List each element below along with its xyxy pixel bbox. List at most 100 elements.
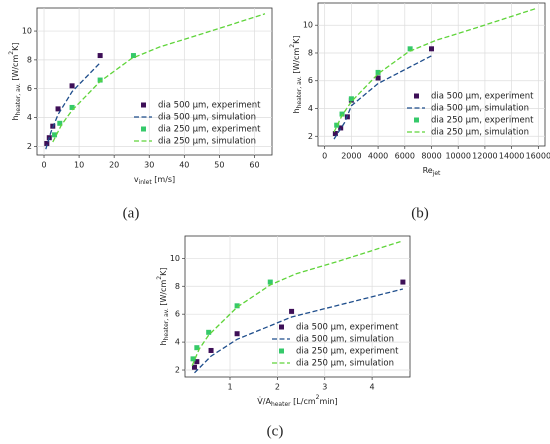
data-point [375, 69, 381, 75]
data-line [333, 7, 536, 133]
data-point [339, 111, 345, 117]
label-part: [m/s] [152, 175, 175, 184]
label-part: [W/cm [292, 48, 301, 77]
legend-marker [414, 117, 419, 123]
label-part: heater [271, 401, 291, 408]
label-part: K] [11, 43, 20, 51]
y-tick-label: 8 [175, 282, 180, 291]
label-part: K] [292, 36, 301, 44]
label-part: inlet [139, 179, 153, 186]
chart: 2 4 6 8 10 0 10 20 30 40 50 60 vinlet [m/s] hheater, … [8, 7, 273, 221]
data-point [332, 131, 338, 137]
caption: (c) [267, 423, 284, 439]
label-part: jet [432, 170, 441, 177]
data-point [97, 77, 103, 83]
legend-marker [141, 126, 146, 132]
x-tick-label: 2000 [341, 152, 361, 161]
plot-area [184, 235, 411, 378]
data-point [289, 308, 295, 314]
label-part: Re [423, 166, 433, 175]
data-point [234, 331, 240, 337]
data-line [52, 13, 266, 143]
x-tick-label: 16000 [526, 152, 550, 161]
legend-label: dia 250 µm, simulation [158, 137, 256, 147]
data-point [44, 140, 50, 146]
legend-label: dia 250 µm, simulation [296, 359, 394, 369]
x-tick-label: 12000 [472, 152, 497, 161]
y-tick-label: 2 [175, 366, 180, 375]
data-point [97, 53, 103, 59]
label-part: [W/cm [11, 55, 20, 84]
x-tick-label: 10 [74, 161, 84, 170]
legend-label: dia 500 µm, experiment [431, 92, 534, 102]
x-tick-label: 8000 [421, 152, 441, 161]
y-tick-label: 6 [27, 84, 32, 93]
y-tick-label: 6 [308, 76, 313, 85]
legend-label: dia 500 µm, experiment [296, 323, 399, 333]
x-tick-label: 6000 [395, 152, 415, 161]
data-point [348, 96, 354, 102]
data-point [429, 46, 434, 52]
x-tick-label: 4 [370, 383, 375, 392]
data-point [375, 75, 381, 81]
label-part: heater, av. [15, 83, 22, 115]
x-tick-label: 50 [214, 161, 224, 170]
y-tick-label: 10 [303, 21, 313, 30]
x-tick-label: 40 [179, 161, 189, 170]
legend-marker [279, 348, 284, 354]
data-line [191, 240, 401, 367]
x-tick-label: 2 [275, 383, 280, 392]
label-part: h [159, 340, 168, 345]
x-tick-label: 14000 [499, 152, 524, 161]
legend-marker [414, 93, 419, 99]
label-part: K] [159, 268, 168, 276]
legend-label: dia 500 µm, experiment [158, 101, 261, 111]
y-tick-label: 2 [308, 132, 313, 141]
data-point [190, 356, 196, 362]
legend-marker [279, 324, 284, 330]
label-part: v [134, 175, 139, 184]
data-point [400, 279, 406, 285]
data-point [52, 132, 58, 138]
x-axis-label: V̇/Aheater [L/cm2min] [257, 394, 337, 408]
caption: (b) [411, 205, 429, 221]
caption: (a) [123, 205, 140, 221]
legend-label: dia 250 µm, experiment [431, 116, 534, 126]
data-point [55, 106, 61, 112]
x-tick-label: 1 [227, 383, 232, 392]
x-tick-label: 10000 [445, 152, 470, 161]
label-part: heater, av. [163, 308, 170, 340]
y-axis-label: hheater, av. [W/cm2K] [8, 43, 22, 121]
data-point [234, 303, 240, 309]
data-line [194, 288, 404, 374]
x-tick-label: 4000 [368, 152, 388, 161]
y-tick-label: 10 [170, 254, 180, 263]
x-axis-label: Rejet [423, 166, 441, 178]
y-tick-label: 4 [27, 113, 32, 122]
legend-marker [141, 102, 146, 108]
data-point [338, 125, 344, 131]
legend-label: dia 500 µm, simulation [431, 104, 529, 114]
y-axis-label: hheater, av. [W/cm2K] [289, 36, 303, 114]
data-point [69, 83, 75, 89]
label-part: min] [319, 397, 337, 406]
data-point [194, 345, 200, 351]
label-part: 2 [8, 51, 15, 55]
legend-label: dia 500 µm, simulation [296, 335, 394, 345]
label-part: [L/cm [291, 397, 316, 406]
legend-label: dia 500 µm, simulation [158, 113, 256, 123]
data-point [57, 120, 63, 126]
data-point [267, 279, 273, 285]
y-tick-label: 8 [308, 48, 313, 57]
y-axis-label: hheater, av. [W/cm2K] [156, 268, 170, 346]
y-tick-label: 4 [308, 104, 313, 113]
data-line [333, 55, 432, 140]
x-tick-label: 0 [41, 161, 46, 170]
y-tick-label: 2 [27, 142, 32, 151]
x-tick-label: 30 [144, 161, 154, 170]
x-tick-label: 0 [322, 152, 327, 161]
y-tick-label: 6 [175, 310, 180, 319]
label-part: V̇/A [257, 395, 271, 405]
